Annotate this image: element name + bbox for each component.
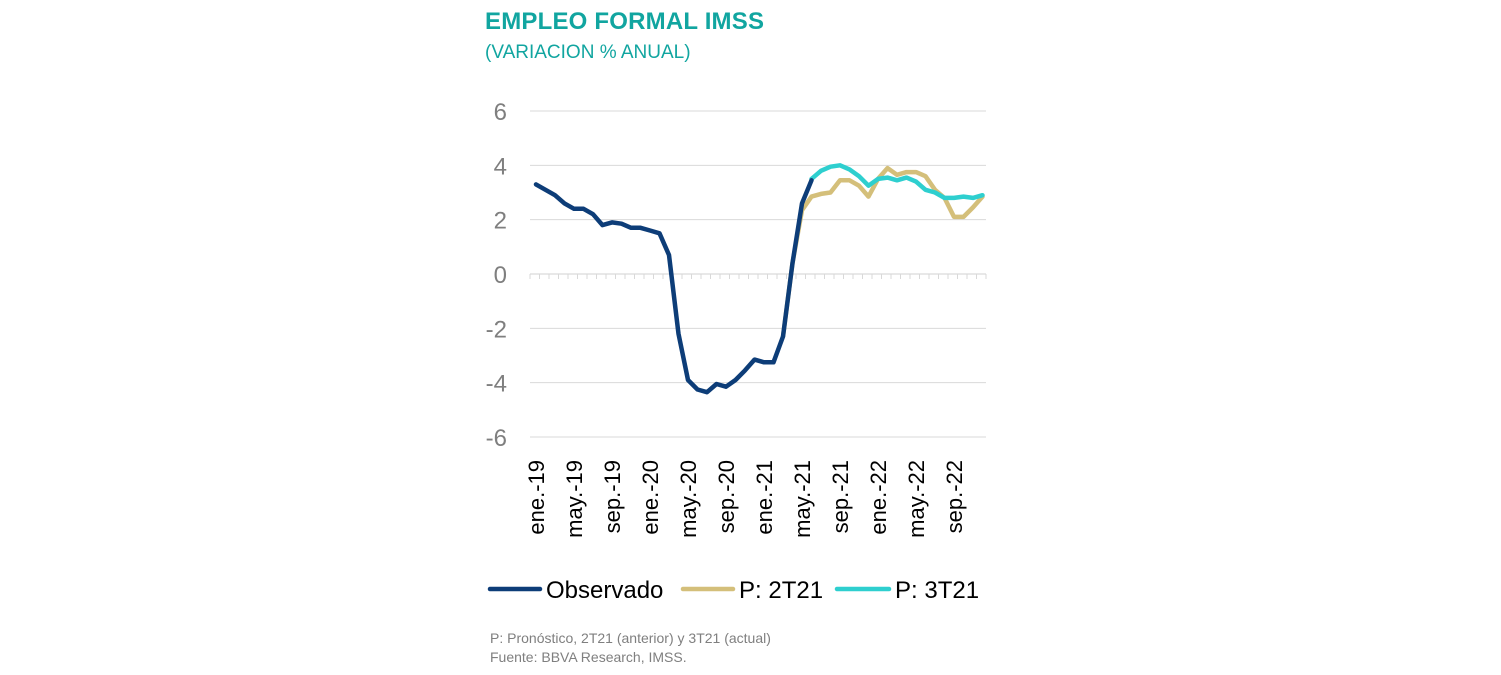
x-tick-label: ene.-21 xyxy=(752,460,777,535)
chart-subtitle: (VARIACION % ANUAL) xyxy=(485,42,691,63)
series-line-p-3t21 xyxy=(809,163,985,201)
y-tick-label: -4 xyxy=(486,371,507,398)
series-lines xyxy=(533,163,985,395)
footnote-forecast: P: Pronóstico, 2T21 (anterior) y 3T21 (a… xyxy=(490,630,771,646)
footnote-source: Fuente: BBVA Research, IMSS. xyxy=(490,649,687,665)
y-tick-label: 6 xyxy=(494,99,507,126)
legend-label-p-3t21: P: 3T21 xyxy=(895,577,979,604)
x-tick-label: may.-21 xyxy=(790,460,815,538)
x-tick-label: may.-19 xyxy=(562,460,587,538)
gridlines xyxy=(530,110,986,438)
x-tick-label: ene.-19 xyxy=(524,460,549,535)
x-tick-label: sep.-21 xyxy=(828,460,853,533)
x-tick-label: sep.-22 xyxy=(942,460,967,533)
x-tick-label: sep.-19 xyxy=(600,460,625,533)
legend-label-p-2t21: P: 2T21 xyxy=(739,577,823,604)
legend-label-observado: Observado xyxy=(546,577,663,604)
y-axis: 6 4 2 0 -2 -4 -6 xyxy=(486,99,507,452)
x-tick-label: ene.-22 xyxy=(866,460,891,535)
x-tick-label: may.-22 xyxy=(904,460,929,538)
y-tick-label: -6 xyxy=(486,425,507,452)
x-tick-label: ene.-20 xyxy=(638,460,663,535)
x-axis: ene.-19 may.-19 sep.-19 ene.-20 may.-20 sep.-… xyxy=(524,273,987,538)
series-line-observado xyxy=(533,178,814,395)
y-tick-label: 2 xyxy=(494,208,507,235)
y-tick-label: -2 xyxy=(486,316,507,343)
chart-title: EMPLEO FORMAL IMSS xyxy=(485,8,765,35)
legend: Observado P: 2T21 P: 3T21 xyxy=(487,577,979,604)
x-tick-label: may.-20 xyxy=(676,460,701,538)
x-tick-label: sep.-20 xyxy=(714,460,739,533)
y-tick-label: 0 xyxy=(494,262,507,289)
series-line-p-2t21 xyxy=(780,165,985,339)
y-tick-label: 4 xyxy=(494,153,507,180)
